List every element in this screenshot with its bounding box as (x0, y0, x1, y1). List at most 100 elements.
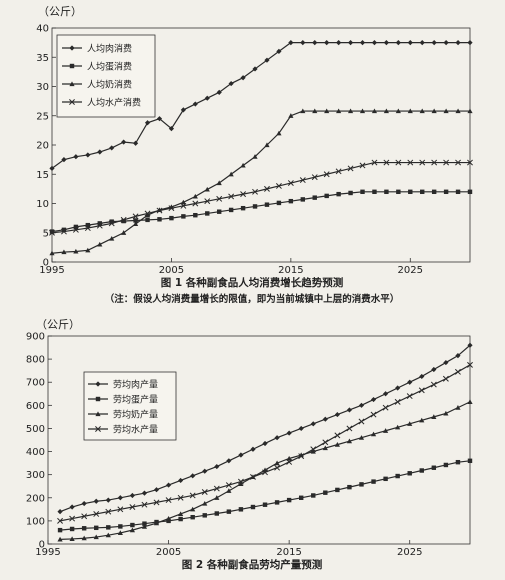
chart-1-legend-label: 人均蛋消费 (87, 61, 132, 73)
chart-1-series-line (51, 110, 470, 254)
chart-1-y-tick-label: 5 (43, 228, 49, 239)
chart-1-data-point (384, 189, 389, 195)
chart-1-data-point (72, 226, 79, 233)
chart-2-data-point (419, 373, 425, 380)
chart-2-data-point (395, 473, 400, 479)
chart-2-data-point (382, 404, 389, 411)
chart-1-data-point (335, 168, 342, 175)
chart-2-data-point (442, 375, 449, 382)
chart-2-data-point (94, 525, 99, 531)
chart-2-series-diamond (57, 342, 473, 515)
chart-2-data-point (383, 428, 389, 433)
chart-1-legend-marker (69, 45, 75, 51)
chart-2-data-point (467, 458, 473, 464)
chart-1-y-tick-label: 15 (36, 170, 49, 181)
chart-2-data-point (370, 431, 377, 437)
chart-2-x-tick-label: 1995 (35, 547, 60, 558)
chart-2-data-point (250, 474, 256, 480)
chart-2-data-point (455, 459, 461, 465)
chart-2-data-point (117, 530, 123, 535)
chart-1-data-point (395, 40, 401, 46)
chart-2-data-point (57, 536, 63, 542)
chart-1-data-point (49, 250, 55, 256)
chart-1-data-point (109, 236, 115, 241)
chart-1-data-point (264, 185, 270, 192)
chart-1-data-point (109, 145, 115, 151)
chart-2-data-point (166, 518, 171, 524)
chart-2-data-point (153, 520, 160, 526)
chart-1-data-point (216, 209, 222, 214)
chart-2-series-cross (57, 361, 473, 524)
chart-2-data-point (238, 507, 244, 512)
chart-1-data-point (347, 165, 354, 172)
chart-1-legend-label: 人均奶消费 (87, 79, 132, 91)
chart-2-data-point (455, 353, 461, 359)
chart-2-legend-marker (95, 381, 101, 387)
chart-2-data-point (141, 524, 148, 529)
chart-2-y-tick-label: 0 (39, 540, 45, 551)
chart-2-data-point (311, 493, 316, 498)
chart-2-data-point (383, 391, 389, 397)
chart-2-data-point (237, 478, 244, 485)
chart-1-legend-label: 人均水产消费 (87, 97, 141, 109)
chart-2-data-point (165, 515, 172, 521)
chart-1-note: （注：假设人均消费量增长的限值，即为当前城镇中上层的消费水平） (105, 293, 400, 305)
chart-1-data-point (420, 189, 425, 195)
chart-1-data-point (252, 204, 258, 209)
chart-1-y-tick-label: 25 (36, 111, 49, 122)
chart-2-data-point (69, 536, 75, 541)
chart-1-data-point (324, 193, 329, 199)
chart-1-data-point (455, 40, 461, 46)
chart-2-x-tick-label: 2015 (276, 547, 301, 558)
chart-2-data-point (93, 511, 100, 517)
chart-2-data-point (310, 448, 316, 454)
chart-2-data-point (238, 481, 244, 486)
chart-2-data-point (322, 439, 329, 446)
chart-2-data-point (106, 525, 111, 530)
chart-1-data-point (443, 159, 450, 166)
chart-2-legend-marker (95, 396, 101, 402)
chart-1-data-point (431, 108, 437, 114)
chart-2-data-point (190, 506, 196, 512)
chart-2-data-point (105, 508, 112, 515)
chart-2-data-point (201, 489, 208, 495)
chart-1-data-point (192, 193, 198, 199)
chart-1-series-line (51, 191, 470, 233)
chart-2-legend-label: 劳均水产量 (113, 424, 158, 436)
chart-2-legend-label: 劳均肉产量 (113, 379, 158, 391)
chart-1-data-point (96, 222, 103, 229)
chart-1-data-point (49, 229, 55, 236)
chart-2-data-point (129, 504, 136, 510)
chart-1-data-point (156, 116, 163, 122)
chart-1-y-tick-label: 20 (36, 141, 49, 152)
chart-1-data-point (240, 162, 246, 168)
chart-1-data-point (419, 108, 425, 114)
chart-2-data-point (419, 468, 424, 473)
chart-1-data-point (169, 215, 174, 221)
chart-2-data-point (117, 506, 124, 513)
chart-2-data-point (298, 495, 304, 500)
chart-1-data-point (396, 189, 401, 195)
chart-2-y-tick-label: 500 (26, 424, 45, 435)
chart-1-data-point (132, 213, 139, 220)
chart-1-data-point (85, 152, 91, 158)
chart-1-data-point (121, 218, 126, 224)
chart-1-data-point (312, 40, 318, 46)
chart-1-data-point (300, 197, 306, 202)
chart-2-data-point (407, 421, 413, 426)
chart-1-data-point (276, 200, 282, 206)
chart-2-data-point (250, 446, 256, 452)
chart-2-data-point (250, 504, 256, 510)
chart-1-data-point (443, 40, 449, 46)
chart-1-data-point (288, 40, 294, 46)
chart-2-data-point (105, 497, 111, 503)
chart-1-data-point (181, 214, 186, 219)
chart-2-data-point (178, 477, 184, 484)
chart-1-data-point (312, 195, 317, 200)
chart-2-data-point (165, 482, 172, 488)
chart-1-data-point (407, 40, 413, 46)
chart-2-data-point (214, 495, 220, 500)
chart-1-data-point (240, 205, 246, 211)
chart-2-data-point (177, 494, 184, 501)
chart-2-data-point (286, 459, 293, 465)
